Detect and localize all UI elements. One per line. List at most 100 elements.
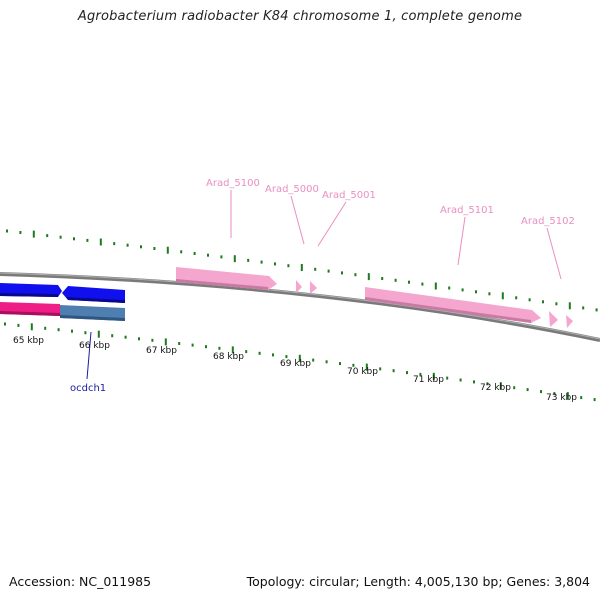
scale-minor-tick: [138, 337, 140, 341]
scale-tick-track: [4, 322, 596, 402]
outer-minor-tick: [193, 252, 196, 255]
gene-arad-5101[interactable]: [365, 287, 541, 323]
gene-arad-5100[interactable]: [176, 267, 277, 290]
outer-minor-tick: [126, 243, 129, 247]
scale-minor-tick: [151, 338, 154, 342]
scale-major-tick: [365, 363, 368, 371]
label-ocdch1: ocdch1: [70, 383, 106, 394]
scale-label-71: 71 kbp: [413, 375, 444, 385]
map-title: Agrobacterium radiobacter K84 chromosome…: [77, 9, 523, 24]
outer-minor-tick: [488, 292, 491, 296]
gene-blue-left[interactable]: [0, 283, 62, 297]
gene-arad-5102-b[interactable]: [566, 315, 573, 328]
scale-minor-tick: [325, 360, 328, 364]
outer-minor-tick: [327, 269, 330, 273]
outer-minor-tick: [394, 278, 397, 282]
outer-minor-tick: [287, 264, 290, 268]
scale-minor-tick: [258, 351, 261, 355]
scale-major-tick: [97, 330, 100, 338]
scale-minor-tick: [205, 345, 207, 349]
scale-label-68: 68 kbp: [213, 352, 244, 362]
outer-minor-tick: [582, 306, 585, 310]
outer-minor-tick: [381, 277, 384, 280]
scale-minor-tick: [392, 369, 395, 373]
outer-minor-tick: [140, 245, 142, 249]
outer-minor-tick: [448, 286, 451, 290]
leader-arad-5102: [546, 227, 562, 280]
outer-minor-tick: [461, 288, 464, 292]
outer-minor-tick: [555, 302, 558, 306]
scale-minor-tick: [312, 358, 315, 362]
scale-label-70: 70 kbp: [347, 367, 378, 377]
scale-minor-tick: [473, 380, 475, 384]
scale-minor-tick: [540, 390, 542, 394]
gene-ocdch1[interactable]: [60, 305, 125, 321]
outer-minor-tick: [542, 300, 544, 304]
outer-major-tick: [166, 246, 169, 254]
scale-major-tick: [566, 392, 569, 400]
scale-minor-tick: [178, 342, 181, 345]
scale-minor-tick: [486, 382, 489, 386]
leader-arad-5001: [317, 201, 347, 247]
outer-minor-tick: [6, 229, 8, 233]
scale-major-tick: [499, 382, 502, 390]
leader-ocdch1: [86, 331, 92, 380]
outer-major-tick: [32, 230, 35, 238]
outer-major-tick: [99, 238, 102, 246]
gene-blue-right[interactable]: [62, 286, 125, 303]
gene-arad-5001[interactable]: [310, 281, 317, 294]
label-arad-5101: Arad_5101: [440, 205, 494, 216]
scale-minor-tick: [84, 331, 87, 335]
outer-minor-tick: [314, 267, 317, 271]
outer-minor-tick: [408, 280, 410, 284]
scale-major-tick: [432, 372, 435, 380]
outer-minor-tick: [46, 234, 49, 238]
gene-arad-5102-a[interactable]: [549, 311, 558, 327]
scale-minor-tick: [57, 328, 60, 332]
leader-arad-5101: [457, 216, 466, 266]
outer-minor-tick: [260, 260, 263, 264]
scale-minor-tick: [17, 323, 20, 327]
outer-minor-tick: [475, 290, 477, 294]
scale-minor-tick: [379, 367, 382, 371]
outer-tick-track: [6, 229, 598, 312]
outer-minor-tick: [528, 298, 531, 302]
genome-summary-text: Topology: circular; Length: 4,005,130 bp…: [246, 574, 590, 589]
scale-minor-tick: [593, 398, 596, 402]
scale-label-72: 72 kbp: [480, 383, 511, 393]
outer-minor-tick: [421, 282, 424, 286]
gene-magenta[interactable]: [0, 302, 60, 316]
scale-minor-tick: [44, 326, 47, 330]
genome-backbone-highlight: [0, 272, 600, 340]
scale-minor-tick: [218, 346, 221, 350]
scale-minor-tick: [272, 353, 274, 357]
outer-minor-tick: [86, 238, 89, 242]
scale-label-73: 73 kbp: [546, 393, 577, 403]
scale-minor-tick: [71, 329, 73, 333]
scale-minor-tick: [285, 355, 288, 359]
outer-major-tick: [434, 282, 437, 290]
accession-text: Accession: NC_011985: [9, 574, 152, 589]
scale-label-65: 65 kbp: [13, 336, 44, 346]
scale-label-66: 66 kbp: [79, 341, 110, 351]
leader-arad-5000: [290, 195, 305, 245]
scale-minor-tick: [580, 396, 583, 400]
scale-minor-tick: [4, 322, 6, 326]
outer-minor-tick: [247, 258, 250, 262]
outer-major-tick: [501, 292, 504, 300]
scale-minor-tick: [352, 363, 355, 367]
gene-arad-5000[interactable]: [296, 280, 302, 293]
scale-label-67: 67 kbp: [146, 346, 177, 356]
scale-major-tick: [298, 354, 301, 362]
outer-minor-tick: [19, 231, 22, 234]
outer-minor-tick: [153, 247, 156, 250]
scale-minor-tick: [459, 378, 462, 382]
outer-minor-tick: [274, 262, 276, 266]
scale-minor-tick: [124, 335, 127, 339]
outer-minor-tick: [73, 237, 75, 241]
scale-label-69: 69 kbp: [280, 359, 311, 369]
label-arad-5000: Arad_5000: [265, 184, 319, 195]
label-arad-5001: Arad_5001: [322, 190, 376, 201]
outer-minor-tick: [180, 250, 183, 254]
